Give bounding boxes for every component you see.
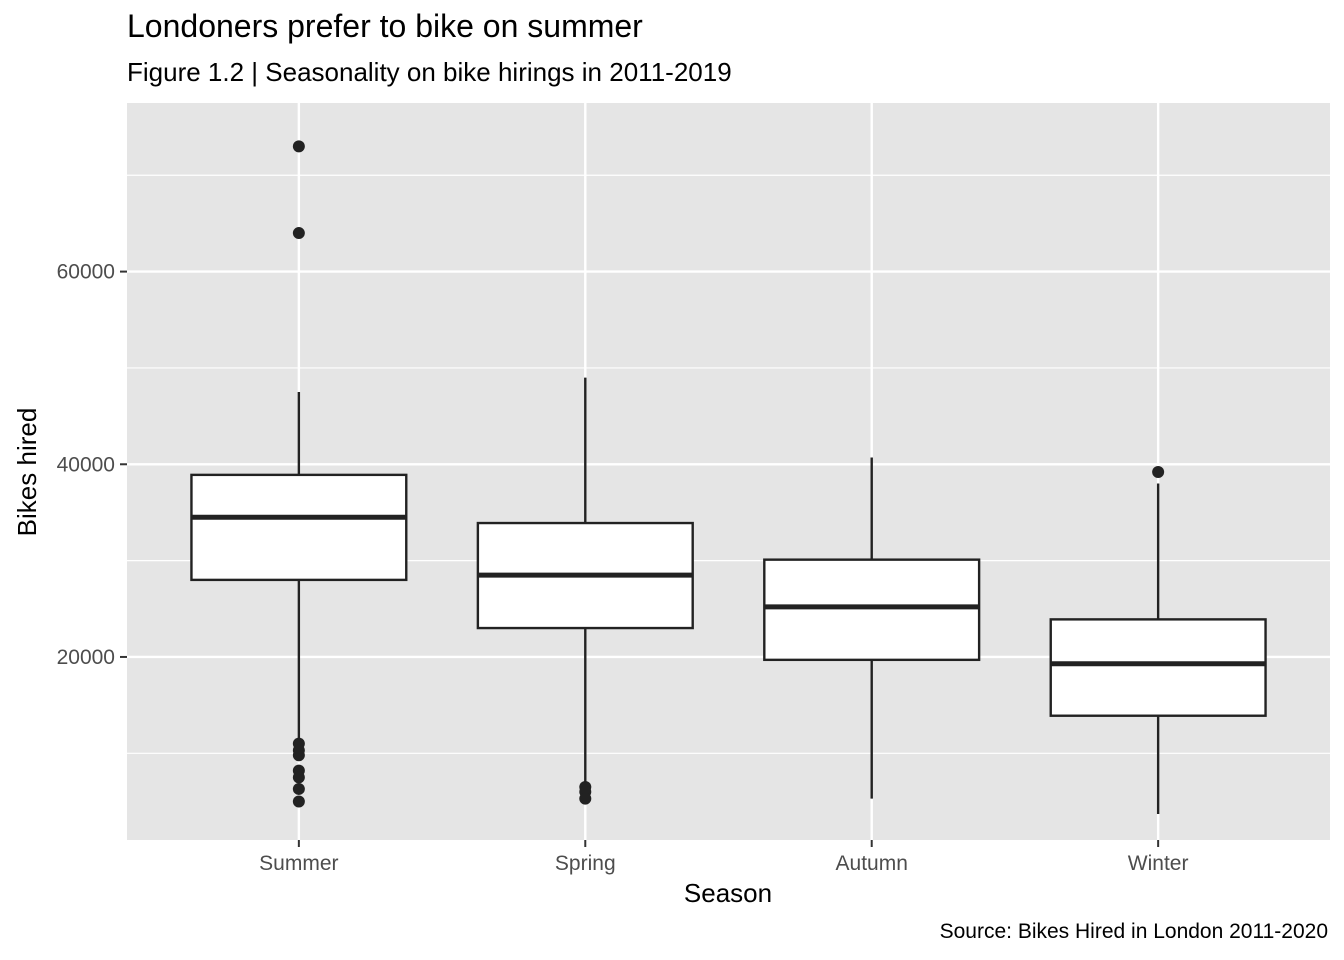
y-tick-label: 40000 [57,453,115,476]
chart-caption: Source: Bikes Hired in London 2011-2020 [939,920,1328,943]
x-axis-title: Season [684,878,772,908]
x-tick-label: Autumn [836,852,908,875]
y-axis: 20000 40000 60000 [57,261,127,669]
y-tick-label: 60000 [57,261,115,284]
outlier-point [1152,465,1165,478]
y-axis-title: Bikes hired [12,408,42,537]
outlier-point [292,749,305,762]
outlier-point [292,795,305,808]
outlier-point [292,140,305,153]
plot-panel [127,103,1330,840]
y-tick-label: 20000 [57,646,115,669]
chart-title: Londoners prefer to bike on summer [127,8,643,44]
interquartile-box [1049,618,1267,717]
box-autumn [763,457,981,799]
outlier-point [292,771,305,784]
x-axis: Summer Spring Autumn Winter [259,840,1188,875]
interquartile-box [190,473,408,582]
box-summer [190,140,408,808]
outlier-point [579,792,592,805]
x-tick-label: Winter [1128,852,1189,875]
outlier-point [292,782,305,795]
x-tick-label: Summer [259,852,338,875]
boxes-layer [190,140,1267,814]
chart-subtitle: Figure 1.2 | Seasonality on bike hirings… [127,57,732,87]
box-winter [1049,465,1267,814]
box-spring [476,377,694,805]
x-tick-label: Spring [555,852,616,875]
outlier-point [292,227,305,240]
interquartile-box [763,558,981,662]
